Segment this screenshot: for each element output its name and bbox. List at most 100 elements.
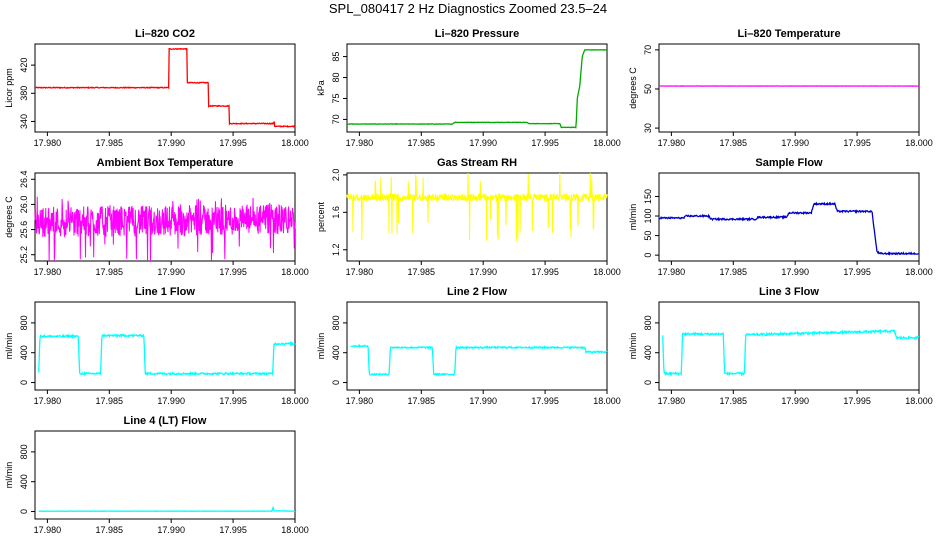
x-tick-label: 17.985 [720,396,748,406]
data-series-line [347,50,607,128]
x-tick-label: 17.995 [843,267,871,277]
x-tick-label: 17.985 [96,525,124,535]
x-tick-label: 18.000 [593,267,621,277]
panel-title: Gas Stream RH [437,157,517,169]
x-tick-label: 17.995 [219,138,247,148]
y-tick-label: 0 [643,380,653,385]
y-axis-label: ml/min [4,333,14,360]
y-tick-label: 400 [19,474,29,489]
plot-frame [347,44,607,132]
x-tick-label: 18.000 [905,396,933,406]
x-tick-label: 17.995 [843,138,871,148]
y-tick-label: 0 [19,509,29,514]
y-tick-label: 400 [643,345,653,360]
y-axis-label: ml/min [628,333,638,360]
x-tick-label: 17.990 [157,138,185,148]
x-tick-label: 18.000 [281,396,309,406]
plot-frame [347,302,607,390]
plot-frame [659,302,919,390]
y-tick-label: 2.0 [331,169,341,182]
x-tick-label: 17.985 [408,396,436,406]
y-axis-label: percent [316,201,326,232]
x-tick-label: 17.985 [96,267,124,277]
panel-title: Li–820 Pressure [435,28,519,40]
data-series-line [39,335,295,375]
x-tick-label: 17.980 [658,138,686,148]
x-tick-label: 17.980 [346,396,374,406]
x-tick-label: 18.000 [593,396,621,406]
plot-frame [659,44,919,132]
x-tick-label: 18.000 [593,138,621,148]
x-tick-label: 17.990 [157,267,185,277]
plot-frame [35,431,295,519]
x-tick-label: 17.995 [219,267,247,277]
y-tick-label: 800 [19,444,29,459]
panel-title: Line 1 Flow [135,286,195,298]
data-series-line [39,508,295,512]
x-tick-label: 17.990 [469,267,497,277]
x-tick-label: 17.990 [157,396,185,406]
y-tick-label: 0 [331,380,341,385]
y-tick-label: 26.0 [19,196,29,214]
panel-title: Li–820 CO2 [135,28,195,40]
x-tick-label: 18.000 [281,267,309,277]
x-tick-label: 18.000 [905,138,933,148]
y-axis-label: ml/min [628,204,638,231]
x-tick-label: 17.980 [34,525,62,535]
x-tick-label: 17.990 [157,525,185,535]
x-tick-label: 17.980 [658,396,686,406]
x-tick-label: 17.980 [34,396,62,406]
data-series-line [35,49,295,127]
y-tick-label: 340 [19,114,29,129]
x-tick-label: 17.980 [34,267,62,277]
y-tick-label: 400 [19,345,29,360]
y-tick-label: 70 [331,114,341,124]
y-tick-label: 1.2 [331,244,341,257]
x-tick-label: 17.995 [843,396,871,406]
y-tick-label: 85 [331,52,341,62]
x-tick-label: 17.990 [469,138,497,148]
y-axis-label: kPa [316,80,326,96]
y-axis-label: ml/min [316,333,326,360]
plot-frame [35,302,295,390]
x-tick-label: 17.985 [96,138,124,148]
y-tick-label: 30 [643,123,653,133]
x-tick-label: 17.990 [781,396,809,406]
y-tick-label: 50 [643,84,653,94]
x-tick-label: 17.995 [531,396,559,406]
x-tick-label: 17.990 [781,138,809,148]
figure-title: SPL_080417 2 Hz Diagnostics Zoomed 23.5–… [329,1,607,16]
y-tick-label: 100 [643,209,653,224]
x-tick-label: 17.985 [408,267,436,277]
y-tick-label: 0 [19,380,29,385]
panel-title: Line 4 (LT) Flow [124,415,207,427]
panel-0: Li–820 CO2 Licor ppm 17.980 17.985 17.990 17.… [4,28,309,148]
y-tick-label: 380 [19,86,29,101]
data-series-line [663,330,919,374]
x-tick-label: 17.985 [408,138,436,148]
y-axis-label: ml/min [4,462,14,489]
y-tick-label: 50 [643,231,653,241]
panel-9: Line 4 (LT) Flow ml/min 17.980 17.985 17.990… [4,415,309,535]
data-series-line [659,203,919,254]
x-tick-label: 17.980 [34,138,62,148]
x-tick-label: 17.990 [781,267,809,277]
y-tick-label: 150 [643,189,653,204]
x-tick-label: 17.980 [346,138,374,148]
y-axis-label: Licor ppm [4,68,14,108]
plot-frame [347,173,607,261]
x-tick-label: 17.995 [531,267,559,277]
x-tick-label: 17.995 [219,525,247,535]
y-tick-label: 420 [19,58,29,73]
x-tick-label: 17.990 [469,396,497,406]
x-tick-label: 17.995 [219,396,247,406]
data-series-line [351,345,607,375]
y-tick-label: 80 [331,73,341,83]
